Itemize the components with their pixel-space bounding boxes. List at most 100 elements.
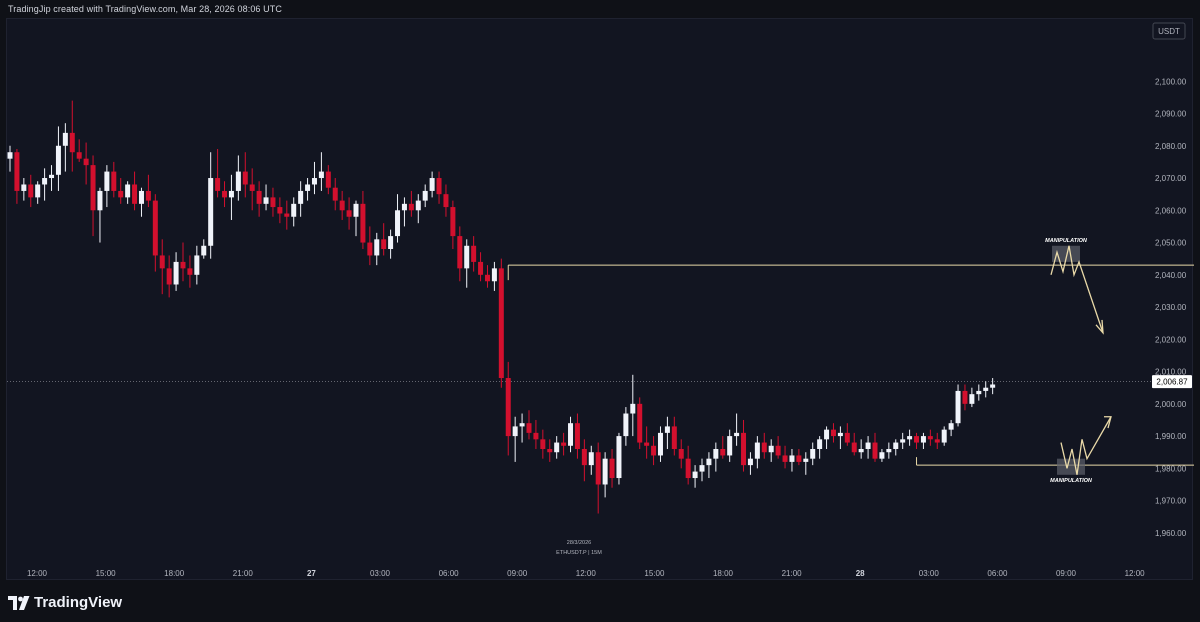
- candle[interactable]: [754, 436, 760, 469]
- candle[interactable]: [561, 432, 567, 456]
- candle[interactable]: [249, 168, 255, 211]
- candle[interactable]: [664, 416, 670, 449]
- candle[interactable]: [152, 194, 158, 272]
- currency-selector[interactable]: [1152, 22, 1186, 40]
- manipulation-box-lower[interactable]: [1057, 458, 1085, 475]
- candle[interactable]: [97, 187, 103, 243]
- candle[interactable]: [464, 239, 470, 288]
- candle[interactable]: [484, 265, 490, 288]
- candle[interactable]: [111, 161, 117, 198]
- candle[interactable]: [408, 190, 414, 217]
- candle[interactable]: [284, 200, 290, 230]
- candle[interactable]: [180, 242, 186, 282]
- candle[interactable]: [907, 429, 913, 446]
- candle[interactable]: [422, 184, 428, 208]
- candle[interactable]: [270, 187, 276, 217]
- candle[interactable]: [353, 200, 359, 237]
- candle[interactable]: [554, 436, 560, 459]
- candle[interactable]: [415, 194, 421, 224]
- candle[interactable]: [644, 426, 650, 459]
- candle[interactable]: [42, 168, 48, 201]
- candle[interactable]: [305, 178, 311, 201]
- candle[interactable]: [505, 361, 511, 456]
- candle[interactable]: [83, 142, 89, 185]
- candle[interactable]: [858, 439, 864, 459]
- candle[interactable]: [166, 255, 172, 298]
- candle[interactable]: [429, 171, 435, 198]
- candle[interactable]: [491, 261, 497, 291]
- candle[interactable]: [789, 449, 795, 472]
- candle[interactable]: [360, 190, 366, 249]
- candle[interactable]: [734, 413, 740, 446]
- candle[interactable]: [588, 445, 594, 475]
- candle[interactable]: [512, 416, 518, 462]
- candle[interactable]: [927, 429, 933, 446]
- candle[interactable]: [879, 449, 885, 462]
- candle[interactable]: [201, 239, 207, 259]
- candle[interactable]: [671, 416, 677, 456]
- chart-panel[interactable]: MANIPULATION MANIPULATION 2,100.00 2,090.0…: [6, 18, 1194, 580]
- candle[interactable]: [720, 436, 726, 459]
- candle[interactable]: [298, 181, 304, 217]
- candle[interactable]: [699, 458, 705, 482]
- candle[interactable]: [775, 436, 781, 459]
- candle[interactable]: [900, 432, 906, 449]
- candle[interactable]: [630, 374, 636, 437]
- candle[interactable]: [145, 174, 151, 208]
- candle[interactable]: [920, 432, 926, 449]
- candle[interactable]: [886, 442, 892, 459]
- candle[interactable]: [76, 139, 82, 162]
- candle[interactable]: [678, 439, 684, 469]
- candle[interactable]: [623, 407, 629, 446]
- candle[interactable]: [713, 442, 719, 472]
- candle[interactable]: [90, 155, 96, 237]
- candle[interactable]: [810, 442, 816, 466]
- candle[interactable]: [194, 245, 200, 285]
- candle[interactable]: [837, 426, 843, 449]
- candle[interactable]: [872, 432, 878, 462]
- candle[interactable]: [747, 452, 753, 475]
- candle[interactable]: [7, 145, 13, 172]
- candle[interactable]: [132, 171, 138, 211]
- candle[interactable]: [346, 197, 352, 230]
- tradingview-logo[interactable]: TradingView: [8, 594, 122, 611]
- candle[interactable]: [955, 384, 961, 427]
- candle[interactable]: [830, 423, 836, 443]
- candle[interactable]: [519, 413, 525, 443]
- candle[interactable]: [768, 439, 774, 462]
- candle[interactable]: [637, 397, 643, 449]
- candle[interactable]: [498, 258, 504, 388]
- candle[interactable]: [242, 152, 248, 198]
- candle[interactable]: [21, 178, 27, 201]
- candle[interactable]: [526, 410, 532, 440]
- candle[interactable]: [228, 174, 234, 220]
- candle[interactable]: [401, 197, 407, 227]
- candle[interactable]: [817, 436, 823, 459]
- candle[interactable]: [367, 226, 373, 266]
- candle[interactable]: [727, 429, 733, 462]
- candle[interactable]: [256, 181, 262, 217]
- candle[interactable]: [893, 439, 899, 456]
- candle[interactable]: [318, 152, 324, 191]
- candle[interactable]: [796, 449, 802, 466]
- candle[interactable]: [616, 432, 622, 485]
- candle[interactable]: [291, 197, 297, 227]
- candle[interactable]: [388, 229, 394, 259]
- candle[interactable]: [948, 419, 954, 437]
- candle[interactable]: [651, 436, 657, 466]
- candle[interactable]: [125, 181, 131, 204]
- candle[interactable]: [457, 226, 463, 282]
- candle[interactable]: [941, 426, 947, 446]
- candle[interactable]: [332, 178, 338, 211]
- candle[interactable]: [436, 171, 442, 204]
- candle[interactable]: [49, 165, 55, 191]
- candle[interactable]: [69, 100, 75, 172]
- candle[interactable]: [865, 436, 871, 459]
- candle[interactable]: [325, 165, 331, 195]
- candle[interactable]: [976, 384, 982, 401]
- candle[interactable]: [159, 239, 165, 295]
- candle[interactable]: [35, 181, 41, 204]
- candle[interactable]: [761, 432, 767, 459]
- candle[interactable]: [173, 252, 179, 291]
- candle[interactable]: [581, 439, 587, 482]
